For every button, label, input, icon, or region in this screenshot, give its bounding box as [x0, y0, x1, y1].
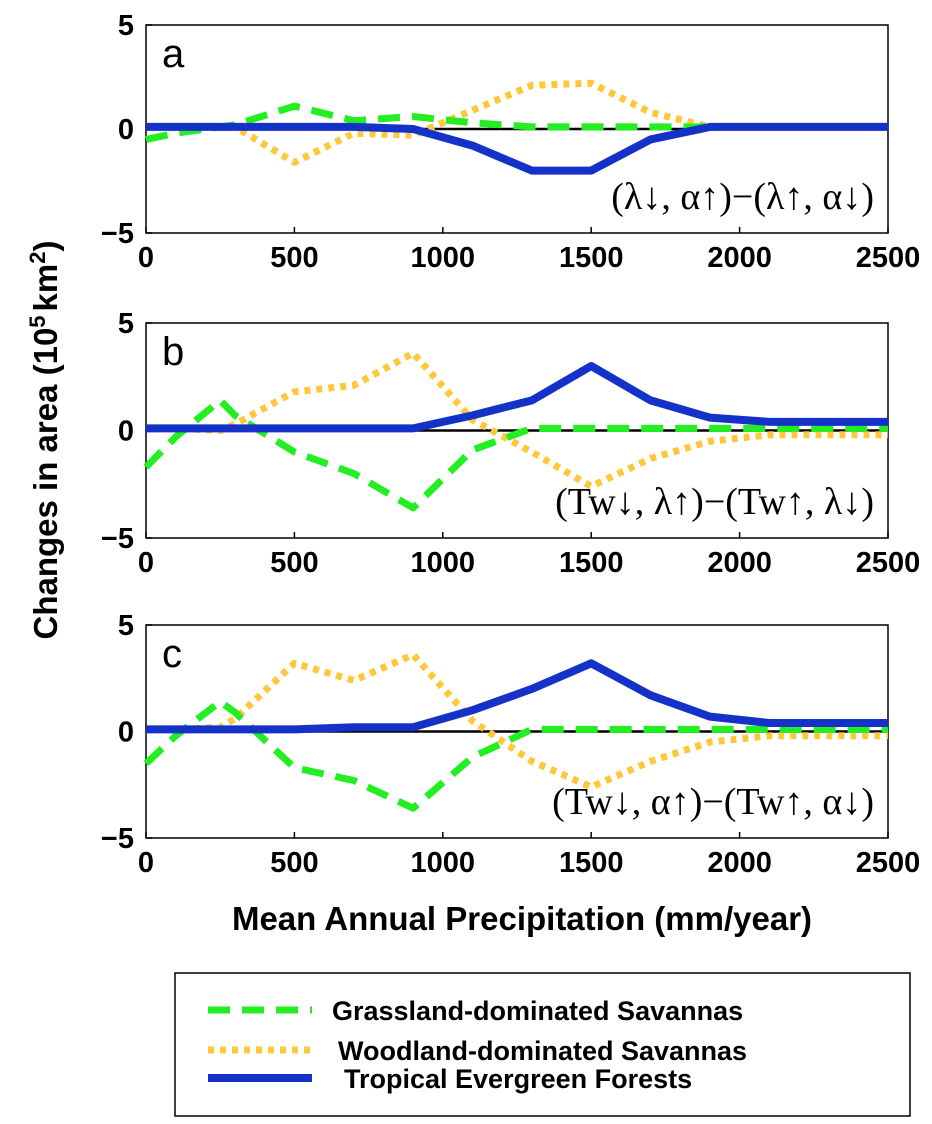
x-tick-label: 500 [270, 547, 318, 579]
y-tick-label: 0 [118, 717, 134, 749]
y-tick-label: 5 [118, 308, 134, 340]
series-line-tropical-evergreen-forests-b [146, 362, 888, 433]
annotation-b: (Tw↓, λ↑)−(Tw↑, λ↓) [555, 481, 874, 523]
y-tick-label: −5 [101, 823, 134, 855]
x-tick-label: 1500 [559, 847, 624, 879]
panel-label-a: a [162, 32, 185, 76]
y-axis-title: Changes in area (105 km2) [25, 241, 65, 640]
panel-label-b: b [162, 330, 184, 374]
y-tick-label: 5 [118, 610, 134, 642]
series-line-grassland-dominated-savannas-b [143, 396, 888, 512]
legend: Grassland-dominated Savannas Woodland-do… [174, 972, 911, 1117]
y-tick-label: −5 [101, 218, 134, 250]
legend-label-grassland: Grassland-dominated Savannas [332, 996, 743, 1026]
y-tick-label: −5 [101, 523, 134, 555]
x-tick-label: 1000 [411, 847, 476, 879]
panel-label-c: c [162, 632, 182, 676]
series-line-woodland-dominated-savannas-c [146, 651, 888, 791]
legend-label-woodland: Woodland-dominated Savannas [338, 1036, 747, 1066]
y-axis-title-close: ) [27, 241, 64, 252]
x-tick-label: 0 [138, 847, 154, 879]
legend-label-forest: Tropical Evergreen Forests [344, 1064, 692, 1094]
x-tick-label: 0 [138, 242, 154, 274]
x-tick-label: 1500 [559, 547, 624, 579]
x-tick-label: 2000 [707, 847, 772, 879]
y-axis-title-unit-exponent: 2 [25, 252, 50, 264]
y-axis-title-main: Changes in area (10 [27, 328, 64, 640]
svg-text:Changes in area (105km2): Changes in area (105 km2) [25, 241, 65, 640]
x-tick-label: 2500 [856, 547, 921, 579]
series-line-woodland-dominated-savannas-b [146, 349, 888, 490]
x-tick-label: 2000 [707, 547, 772, 579]
series-line-tropical-evergreen-forests-a [146, 122, 888, 175]
annotation-a: (λ↓, α↑)−(λ↑, α↓) [611, 176, 874, 218]
legend-box [174, 972, 911, 1117]
series-line-grassland-dominated-savannas-c [143, 698, 888, 812]
x-tick-label: 2500 [856, 847, 921, 879]
y-tick-label: 0 [118, 114, 134, 146]
x-tick-label: 0 [138, 547, 154, 579]
x-tick-label: 1500 [559, 242, 624, 274]
x-axis-title: Mean Annual Precipitation (mm/year) [232, 900, 812, 937]
y-axis-title-exponent: 5 [25, 315, 50, 327]
series-line-grassland-dominated-savannas-a [145, 102, 888, 143]
y-tick-label: 5 [118, 10, 134, 42]
x-tick-label: 1000 [411, 547, 476, 579]
x-tick-label: 500 [270, 242, 318, 274]
x-tick-label: 2000 [707, 242, 772, 274]
annotation-c: (Tw↓, α↑)−(Tw↑, α↓) [552, 781, 874, 823]
y-axis-title-unit: km [27, 264, 64, 312]
x-tick-label: 500 [270, 847, 318, 879]
x-tick-label: 1000 [411, 242, 476, 274]
y-tick-label: 0 [118, 416, 134, 448]
x-tick-label: 2500 [856, 242, 921, 274]
series-line-tropical-evergreen-forests-c [146, 659, 888, 734]
